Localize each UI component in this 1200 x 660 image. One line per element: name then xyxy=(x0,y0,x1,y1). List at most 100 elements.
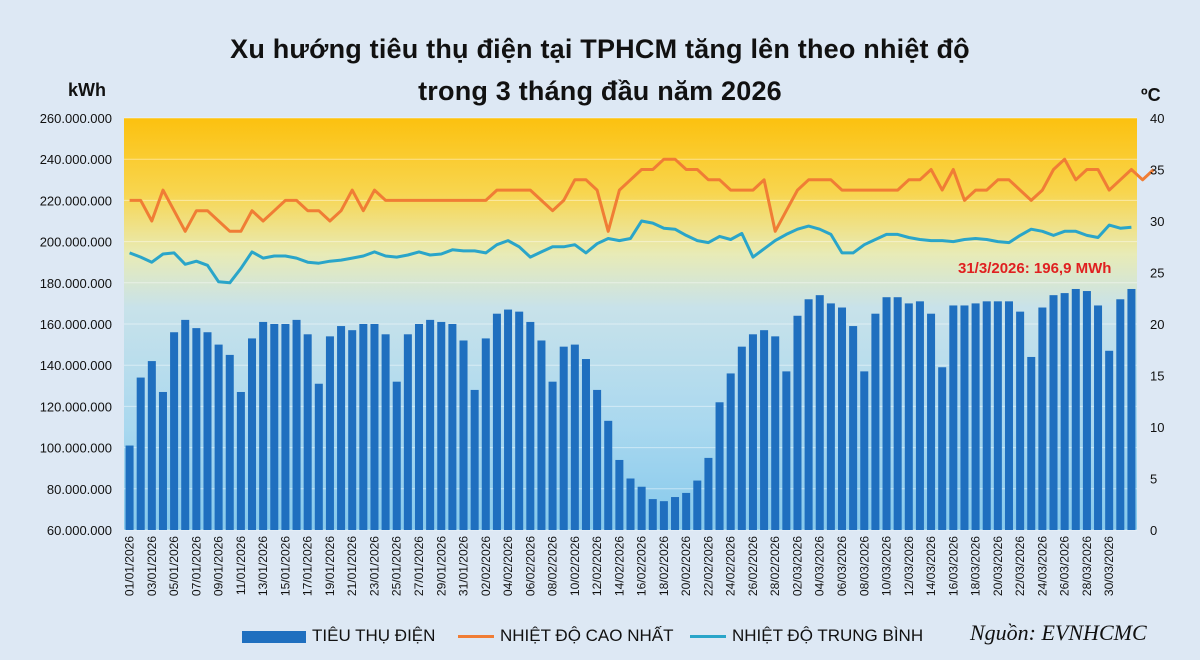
consumption-bar xyxy=(392,381,401,530)
consumption-bar xyxy=(337,326,346,530)
consumption-bar xyxy=(570,344,579,530)
consumption-bar xyxy=(303,334,312,530)
left-tick-label: 260.000.000 xyxy=(40,111,112,126)
x-tick-label: 02/02/2026 xyxy=(479,536,493,596)
x-tick-label: 25/01/2026 xyxy=(390,536,404,596)
legend-item-avg-temp: NHIỆT ĐỘ TRUNG BÌNH xyxy=(690,626,923,646)
consumption-bar xyxy=(381,334,390,530)
x-tick-label: 18/02/2026 xyxy=(657,536,671,596)
x-tick-label: 17/01/2026 xyxy=(301,536,315,596)
consumption-bar xyxy=(1038,307,1047,530)
consumption-bar xyxy=(1082,291,1091,530)
consumption-bar xyxy=(871,313,880,530)
consumption-bar xyxy=(370,324,379,530)
consumption-bar xyxy=(403,334,412,530)
legend-label-avg-temp: NHIỆT ĐỘ TRUNG BÌNH xyxy=(732,626,924,645)
consumption-bar xyxy=(671,497,680,530)
right-axis-unit: ºC xyxy=(1141,85,1161,105)
x-tick-label: 11/01/2026 xyxy=(234,536,248,595)
x-tick-label: 12/03/2026 xyxy=(902,536,916,596)
x-tick-label: 22/02/2026 xyxy=(701,536,715,596)
consumption-bar xyxy=(659,501,668,530)
consumption-bar xyxy=(504,309,513,530)
x-tick-label: 16/03/2026 xyxy=(946,536,960,596)
right-tick-label: 30 xyxy=(1150,214,1164,229)
consumption-bar xyxy=(637,486,646,530)
consumption-bar xyxy=(771,336,780,530)
x-tick-label: 30/03/2026 xyxy=(1102,536,1116,596)
x-tick-label: 19/01/2026 xyxy=(323,536,337,596)
consumption-bar xyxy=(281,324,290,530)
consumption-bar xyxy=(1049,295,1058,530)
consumption-bar xyxy=(292,319,301,530)
consumption-bar xyxy=(604,420,613,530)
left-tick-label: 160.000.000 xyxy=(40,317,112,332)
consumption-bar xyxy=(537,340,546,530)
right-tick-label: 0 xyxy=(1150,523,1157,538)
consumption-bar xyxy=(993,301,1002,530)
x-tick-label: 04/03/2026 xyxy=(813,536,827,596)
consumption-bar xyxy=(515,311,524,530)
consumption-bar xyxy=(192,328,201,530)
consumption-bar xyxy=(181,319,190,530)
consumption-bar xyxy=(938,367,947,530)
x-tick-label: 12/02/2026 xyxy=(590,536,604,596)
consumption-bar xyxy=(1016,311,1025,530)
consumption-bar xyxy=(125,445,134,530)
consumption-bar xyxy=(426,319,435,530)
left-tick-label: 200.000.000 xyxy=(40,235,112,250)
consumption-bar xyxy=(348,330,357,530)
consumption-bar xyxy=(1127,288,1136,530)
consumption-bar xyxy=(971,303,980,530)
x-tick-label: 04/02/2026 xyxy=(501,536,515,596)
x-tick-label: 29/01/2026 xyxy=(434,536,448,596)
x-tick-label: 03/01/2026 xyxy=(145,536,159,596)
chart-title-line-1: Xu hướng tiêu thụ điện tại TPHCM tăng lê… xyxy=(230,34,970,64)
consumption-bar xyxy=(704,457,713,530)
left-axis-ticks: 60.000.000 80.000.000 100.000.000 120.000.0… xyxy=(40,111,112,538)
x-tick-label: 22/03/2026 xyxy=(1013,536,1027,596)
right-tick-label: 15 xyxy=(1150,369,1164,384)
x-tick-label: 13/01/2026 xyxy=(256,536,270,596)
x-tick-label: 23/01/2026 xyxy=(367,536,381,596)
x-tick-label: 10/03/2026 xyxy=(880,536,894,596)
consumption-bar xyxy=(927,313,936,530)
x-tick-label: 05/01/2026 xyxy=(167,536,181,596)
right-tick-label: 35 xyxy=(1150,163,1164,178)
legend-swatch-avg-temp xyxy=(690,635,726,639)
consumption-bar xyxy=(949,305,958,530)
consumption-bar xyxy=(849,326,858,530)
consumption-bar xyxy=(270,324,279,530)
consumption-bar xyxy=(1027,356,1036,530)
legend-item-max-temp: NHIỆT ĐỘ CAO NHẤT xyxy=(458,626,673,646)
consumption-bars xyxy=(125,288,1136,530)
x-tick-label: 24/03/2026 xyxy=(1035,536,1049,596)
consumption-bar xyxy=(960,305,969,530)
consumption-bar xyxy=(1105,350,1114,530)
consumption-bar xyxy=(760,330,769,530)
consumption-bar xyxy=(615,459,624,530)
consumption-bar xyxy=(904,303,913,530)
left-axis-unit: kWh xyxy=(68,80,106,100)
chart-title-line-2: trong 3 tháng đầu năm 2026 xyxy=(418,76,782,106)
last-day-annotation: 31/3/2026: 196,9 MWh xyxy=(958,260,1112,277)
left-tick-label: 240.000.000 xyxy=(40,152,112,167)
consumption-bar xyxy=(793,315,802,530)
consumption-bar xyxy=(414,324,424,530)
consumption-bar xyxy=(548,381,557,530)
consumption-bar xyxy=(225,354,234,530)
consumption-bar xyxy=(860,371,869,530)
consumption-bar xyxy=(459,340,468,530)
consumption-bar xyxy=(136,377,145,530)
x-tick-label: 14/03/2026 xyxy=(924,536,938,596)
consumption-bar xyxy=(314,383,323,530)
legend-item-consumption: TIÊU THỤ ĐIỆN xyxy=(242,626,435,646)
avg-temp-line xyxy=(129,219,1132,285)
consumption-bar xyxy=(259,321,268,530)
consumption-bar xyxy=(815,295,824,530)
x-tick-label: 06/03/2026 xyxy=(835,536,849,596)
consumption-bar xyxy=(648,499,657,530)
consumption-bar xyxy=(170,332,179,530)
consumption-bar xyxy=(1116,299,1125,530)
